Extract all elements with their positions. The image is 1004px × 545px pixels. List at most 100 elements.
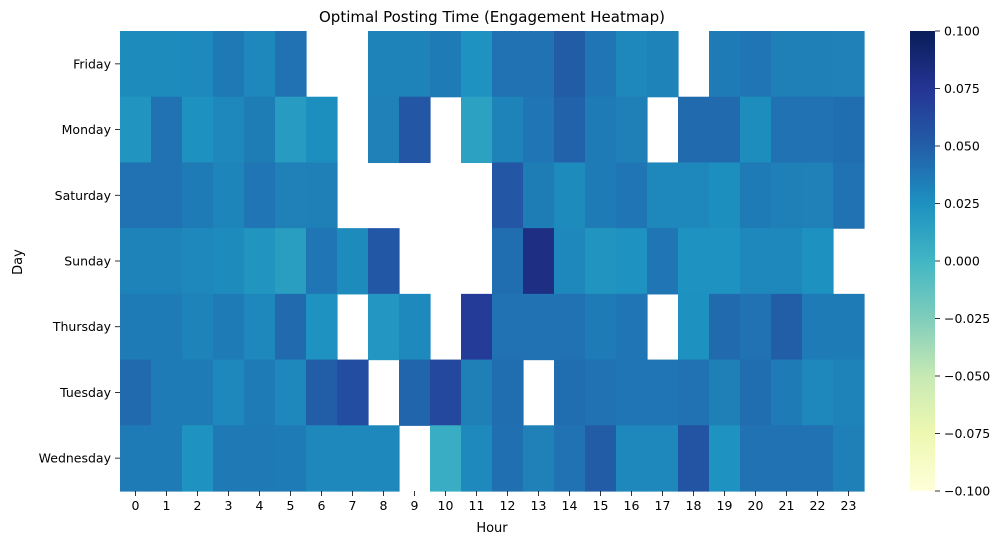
heatmap-cell [833, 162, 865, 229]
x-tick-label: 18 [686, 498, 702, 513]
heatmap-cell [740, 359, 772, 426]
heatmap-cell [306, 293, 338, 361]
heatmap-cell [399, 31, 431, 98]
x-tick-label: 12 [500, 498, 516, 513]
heatmap-cell [709, 228, 741, 295]
heatmap-cell [492, 228, 524, 295]
heatmap-cell [554, 96, 586, 164]
heatmap-cell [399, 359, 431, 426]
heatmap-cell [151, 359, 183, 426]
heatmap-cell [213, 31, 245, 98]
heatmap-cell [244, 31, 276, 98]
heatmap-cell [120, 228, 152, 295]
chart-title: Optimal Posting Time (Engagement Heatmap… [319, 8, 665, 26]
colorbar-tick-label: 0.025 [944, 196, 980, 211]
heatmap-cell [368, 293, 400, 361]
y-tick-label: Tuesday [59, 385, 111, 400]
heatmap-cell [678, 425, 710, 492]
heatmap-cell [306, 359, 338, 426]
heatmap-cell [802, 425, 834, 492]
heatmap-cell [709, 96, 741, 164]
heatmap-cell [430, 425, 462, 492]
heatmap-cell [492, 162, 524, 229]
heatmap-cell [120, 162, 152, 229]
heatmap-cell [492, 293, 524, 361]
heatmap-cell [616, 293, 648, 361]
colorbar-tick-label: −0.075 [944, 426, 990, 441]
heatmap-cell [678, 359, 710, 426]
colorbar-tick-label: −0.025 [944, 311, 990, 326]
heatmap-cell [337, 359, 369, 426]
colorbar-tick-label: −0.050 [944, 369, 990, 384]
x-tick-label: 6 [318, 498, 326, 513]
heatmap-cell [244, 425, 276, 492]
heatmap-cell [275, 162, 307, 229]
heatmap-cell [275, 228, 307, 295]
heatmap-cell [182, 162, 214, 229]
x-axis-label: Hour [476, 521, 508, 536]
x-tick-label: 0 [132, 498, 140, 513]
heatmap-cell [771, 293, 803, 361]
heatmap-cell [523, 31, 555, 98]
heatmap-cell [678, 162, 710, 229]
x-tick-label: 22 [810, 498, 826, 513]
heatmap-cell [430, 31, 462, 98]
heatmap-cell [461, 96, 493, 164]
heatmap-cell [492, 359, 524, 426]
heatmap-cell [585, 425, 617, 492]
heatmap-cell [399, 96, 431, 164]
heatmap-cell [461, 293, 493, 361]
x-tick-label: 3 [225, 498, 233, 513]
heatmap-cell [461, 425, 493, 492]
heatmap-cell [275, 31, 307, 98]
heatmap-cell [182, 359, 214, 426]
heatmap-cell [213, 228, 245, 295]
x-tick-label: 7 [349, 498, 357, 513]
heatmap-cell [244, 228, 276, 295]
heatmap-cell [368, 228, 400, 295]
heatmap-cell [306, 96, 338, 164]
colorbar-ticks: 0.100 0.075 0.050 0.025 0.000 −0.025 −0.050 −0.… [935, 24, 990, 499]
heatmap-cell [151, 162, 183, 229]
heatmap-cell [740, 96, 772, 164]
y-axis-label: Day [11, 249, 26, 275]
heatmap-cell [833, 293, 865, 361]
heatmap-cell [461, 31, 493, 98]
heatmap-cell [647, 162, 679, 229]
heatmap-cell [585, 31, 617, 98]
x-tick-label: 11 [469, 498, 485, 513]
heatmap-cell [368, 31, 400, 98]
x-tick-label: 1 [163, 498, 171, 513]
heatmap-cell [213, 359, 245, 426]
x-tick-label: 2 [194, 498, 202, 513]
heatmap-cell [585, 96, 617, 164]
heatmap-cell [151, 425, 183, 492]
x-tick-label: 5 [287, 498, 295, 513]
heatmap-cell [523, 425, 555, 492]
heatmap-cell [461, 359, 493, 426]
heatmap-cell [709, 31, 741, 98]
heatmap-cell [523, 96, 555, 164]
heatmap-cell [678, 96, 710, 164]
heatmap-cell [275, 359, 307, 426]
heatmap-cell [616, 359, 648, 426]
heatmap-cells [120, 31, 865, 492]
heatmap-cell [523, 228, 555, 295]
heatmap-cell [802, 162, 834, 229]
heatmap-cell [616, 228, 648, 295]
x-tick-label: 21 [779, 498, 795, 513]
y-tick-label: Saturday [55, 188, 112, 203]
heatmap-cell [120, 31, 152, 98]
heatmap-cell [275, 96, 307, 164]
heatmap-cell [368, 96, 400, 164]
heatmap-cell [647, 31, 679, 98]
heatmap-cell [740, 162, 772, 229]
heatmap-cell [306, 425, 338, 492]
heatmap-cell [616, 425, 648, 492]
heatmap-cell [182, 293, 214, 361]
heatmap-cell [275, 293, 307, 361]
x-tick-label: 9 [411, 498, 419, 513]
heatmap-cell [740, 293, 772, 361]
heatmap-cell [554, 31, 586, 98]
heatmap-cell [709, 293, 741, 361]
